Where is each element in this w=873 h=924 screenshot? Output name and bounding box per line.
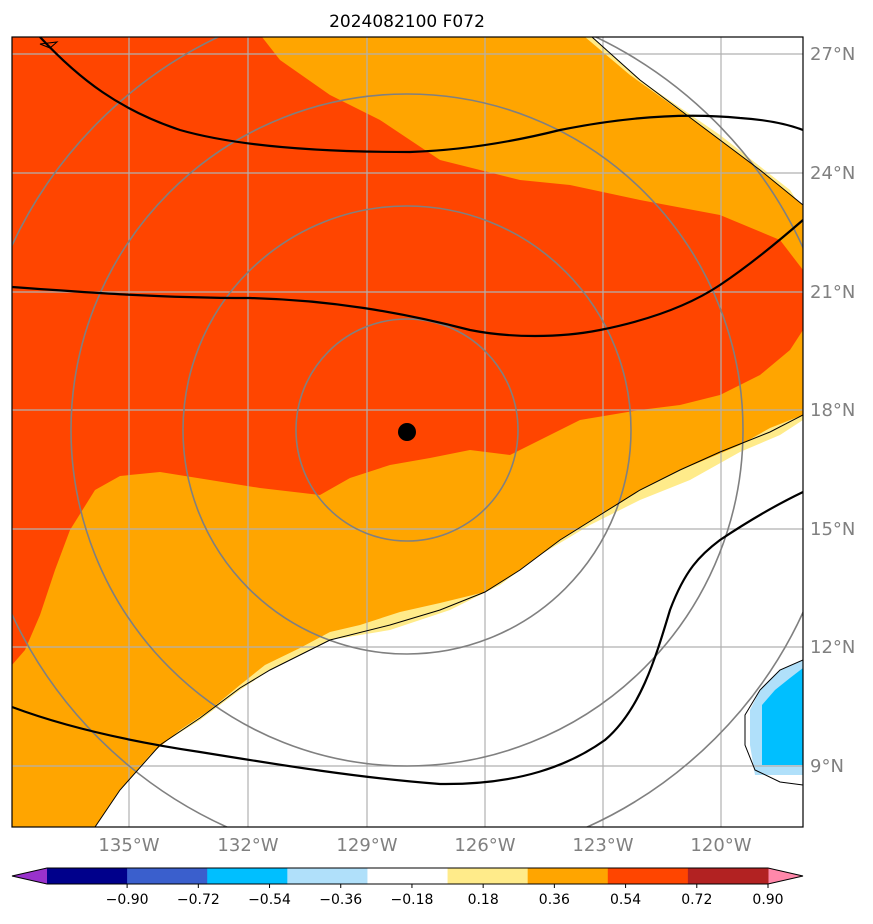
range-rings <box>12 37 803 827</box>
range-ring-2 <box>182 205 632 655</box>
range-ring-3 <box>70 93 744 767</box>
colorbar-segment <box>527 868 609 884</box>
lon-label-135: 135°W <box>98 835 159 856</box>
colorbar-level-label: 0.54 <box>610 892 641 908</box>
map-frame <box>11 36 804 828</box>
colorbar-segment <box>367 868 449 884</box>
lon-label-132: 132°W <box>217 835 278 856</box>
lon-label-120: 120°W <box>690 835 751 856</box>
colorbar-extend-min <box>12 868 47 884</box>
colorbar-level-label: −0.54 <box>248 892 291 908</box>
colorbar-extend-max <box>768 868 803 884</box>
colorbar-segment <box>47 868 128 884</box>
lon-labels: 135°W 132°W 129°W 126°W 123°W 120°W <box>98 835 751 856</box>
thin-contour-blue <box>744 659 803 786</box>
storm-center-marker <box>398 423 416 441</box>
colorbar-level-label: 0.90 <box>752 892 783 908</box>
lat-label-12: 12°N <box>810 637 855 658</box>
colorbar-outline <box>11 867 804 885</box>
colorbar-level-label: −0.18 <box>390 892 433 908</box>
thin-contour-corner <box>39 41 59 49</box>
lat-label-21: 21°N <box>810 282 855 303</box>
colorbar-level-label: 0.18 <box>468 892 499 908</box>
thin-contours <box>39 37 803 827</box>
map-area <box>12 37 803 827</box>
lat-labels: 27°N 24°N 21°N 18°N 15°N 12°N 9°N <box>810 44 855 777</box>
colorbar-level-label: 0.72 <box>681 892 712 908</box>
thick-contour-middle <box>12 219 803 338</box>
thin-contour-lower <box>94 414 803 827</box>
gridlines <box>12 37 803 827</box>
colorbar-segment <box>127 868 208 884</box>
thin-contour-upper <box>591 37 803 206</box>
contour-fill-deep-sky-blue <box>762 668 803 765</box>
lon-label-123: 123°W <box>572 835 633 856</box>
colorbar-segment <box>447 868 529 884</box>
thick-contour-top <box>39 37 803 154</box>
range-ring-1 <box>295 318 519 542</box>
thick-contour-bottom <box>12 491 803 786</box>
colorbar-segment <box>287 868 368 884</box>
colorbar-level-label: −0.90 <box>106 892 149 908</box>
lat-label-24: 24°N <box>810 163 855 184</box>
colorbar-segment <box>687 868 769 884</box>
lon-label-126: 126°W <box>454 835 515 856</box>
colorbar-segment <box>607 868 689 884</box>
colorbar-segment <box>207 868 288 884</box>
colorbar-segments <box>47 868 769 884</box>
colorbar: −0.90 −0.72 −0.54 −0.36 −0.18 0.18 0.36 0.54 0.7… <box>11 867 804 908</box>
figure-title: 2024082100 F072 <box>329 12 485 32</box>
lat-label-15: 15°N <box>810 519 855 540</box>
colorbar-level-label: 0.36 <box>539 892 570 908</box>
thick-contours <box>12 37 803 786</box>
lat-label-18: 18°N <box>810 400 855 421</box>
colorbar-level-label: −0.36 <box>319 892 362 908</box>
colorbar-labels: −0.90 −0.72 −0.54 −0.36 −0.18 0.18 0.36 0.54 0.7… <box>106 884 784 908</box>
colorbar-level-label: −0.72 <box>177 892 220 908</box>
lat-label-9: 9°N <box>810 756 844 777</box>
lat-label-27: 27°N <box>810 44 855 65</box>
contour-fill-red-orange <box>12 37 803 665</box>
lon-label-129: 129°W <box>336 835 397 856</box>
